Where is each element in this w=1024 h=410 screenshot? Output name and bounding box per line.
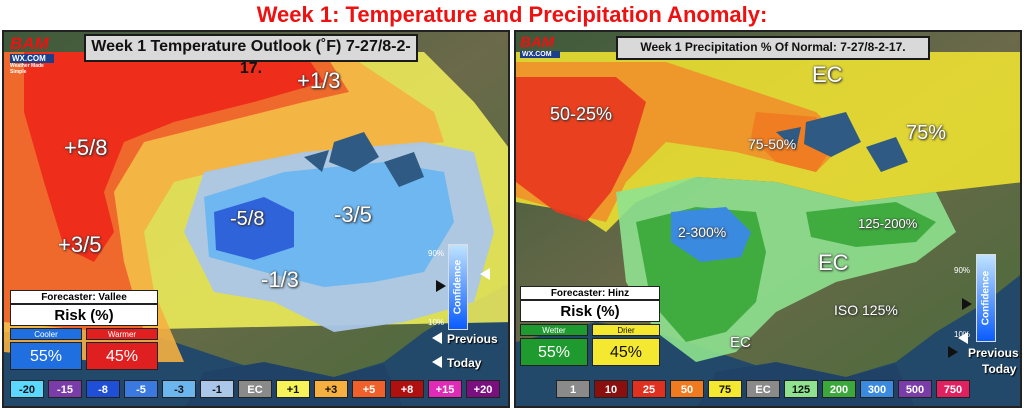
drier-label: Drier xyxy=(592,324,660,336)
confidence-high-label: 90% xyxy=(954,266,971,275)
legend-swatch: +15 xyxy=(428,380,462,398)
today-legend-arrow xyxy=(432,356,442,368)
legend-swatch: 200 xyxy=(822,380,856,398)
label-125-200: 125-200% xyxy=(858,216,918,231)
legend-swatch: +8 xyxy=(390,380,424,398)
confidence-high-label: 90% xyxy=(428,249,445,258)
legend-swatch: -5 xyxy=(124,380,158,398)
confidence-bar: Confidence xyxy=(448,244,468,330)
warmer-label: Warmer xyxy=(86,328,158,340)
legend-swatch: +3 xyxy=(314,380,348,398)
precipitation-map xyxy=(516,32,1020,406)
label-ec-north: EC xyxy=(812,62,843,87)
warm-core-region xyxy=(24,52,324,262)
main-title: Week 1: Temperature and Precipitation An… xyxy=(256,2,768,27)
risk-title: Risk (%) xyxy=(10,304,158,326)
label-ec-southwest: EC xyxy=(730,334,751,351)
risk-title: Risk (%) xyxy=(520,300,660,322)
legend-swatch: 75 xyxy=(708,380,742,398)
legend-swatch: 25 xyxy=(632,380,666,398)
label-iso-125: ISO 125% xyxy=(834,302,898,318)
temperature-map xyxy=(4,32,508,406)
legend-swatch: 1 xyxy=(556,380,590,398)
label-2-300: 2-300% xyxy=(678,224,727,240)
label-50-25: 50-25% xyxy=(550,104,613,124)
legend-swatch: +1 xyxy=(276,380,310,398)
legend-swatch: +5 xyxy=(352,380,386,398)
previous-legend-arrow xyxy=(958,332,968,344)
precip-50-25-region xyxy=(516,77,646,222)
legend-swatch: -20 xyxy=(10,380,44,398)
legend-swatch: -15 xyxy=(48,380,82,398)
previous-legend-arrow xyxy=(432,332,442,344)
legend-swatch: 750 xyxy=(936,380,970,398)
warmer-value: 45% xyxy=(86,342,158,370)
temperature-map-panel: Week 1 Temperature Outlook (˚F) 7-27/8-2… xyxy=(2,30,510,408)
label-minus-3-5: -3/5 xyxy=(334,202,372,227)
legend-swatch: 500 xyxy=(898,380,932,398)
previous-marker xyxy=(480,268,490,280)
label-75: 75% xyxy=(906,122,947,144)
wetter-value: 55% xyxy=(520,338,588,366)
label-minus-5-8: -5/8 xyxy=(230,208,265,230)
legend-swatch: 50 xyxy=(670,380,704,398)
precip-300-region xyxy=(671,207,751,262)
label-plus-5-8: +5/8 xyxy=(64,135,108,160)
label-plus-3-5: +3/5 xyxy=(58,232,102,257)
temperature-legend: -20 -15 -8 -5 -3 -1 EC +1 +3 +5 +8 +15 +20 xyxy=(10,380,500,398)
today-label: Today xyxy=(447,356,482,370)
temperature-panel-title: Week 1 Temperature Outlook (˚F) 7-27/8-2… xyxy=(84,34,418,77)
legend-swatch: +20 xyxy=(466,380,500,398)
legend-swatch: -1 xyxy=(200,380,234,398)
cool-core-region xyxy=(214,197,294,260)
today-marker xyxy=(436,280,446,292)
precipitation-panel-title: Week 1 Precipitation % Of Normal: 7-27/8… xyxy=(616,36,930,60)
bamwx-logo: BAM WX.COM Weather Made Simple xyxy=(10,34,54,75)
wetter-label: Wetter xyxy=(520,324,588,336)
legend-swatch: 125 xyxy=(784,380,818,398)
legend-swatch: -8 xyxy=(86,380,120,398)
label-plus-1-3: +1/3 xyxy=(297,68,341,93)
cooler-label: Cooler xyxy=(10,328,82,340)
drier-value: 45% xyxy=(592,338,660,366)
precip-125-200-region xyxy=(806,202,936,247)
legend-swatch: EC xyxy=(238,380,272,398)
cooler-value: 55% xyxy=(10,342,82,370)
label-ec-southeast: EC xyxy=(818,250,849,275)
label-minus-1-3: -1/3 xyxy=(261,267,299,292)
precipitation-map-panel: Week 1 Precipitation % Of Normal: 7-27/8… xyxy=(514,30,1022,408)
legend-swatch: 300 xyxy=(860,380,894,398)
today-label: Today xyxy=(982,362,1017,376)
legend-swatch: 10 xyxy=(594,380,628,398)
previous-label: Previous xyxy=(447,332,498,346)
confidence-bar: Confidence xyxy=(976,254,996,342)
today-marker xyxy=(962,298,972,310)
precipitation-legend: 1 10 25 50 75 EC 125 200 300 500 750 xyxy=(556,380,970,398)
legend-swatch: -3 xyxy=(162,380,196,398)
legend-swatch: EC xyxy=(746,380,780,398)
bamwx-logo: BAM WX.COM xyxy=(520,34,560,70)
label-75-50: 75-50% xyxy=(748,136,797,152)
forecaster-label: Forecaster: Vallee xyxy=(10,290,158,304)
confidence-low-label: 10% xyxy=(428,318,445,327)
today-legend-arrow xyxy=(948,346,958,358)
previous-label: Previous xyxy=(968,346,1019,360)
forecaster-label: Forecaster: Hinz xyxy=(520,286,660,300)
